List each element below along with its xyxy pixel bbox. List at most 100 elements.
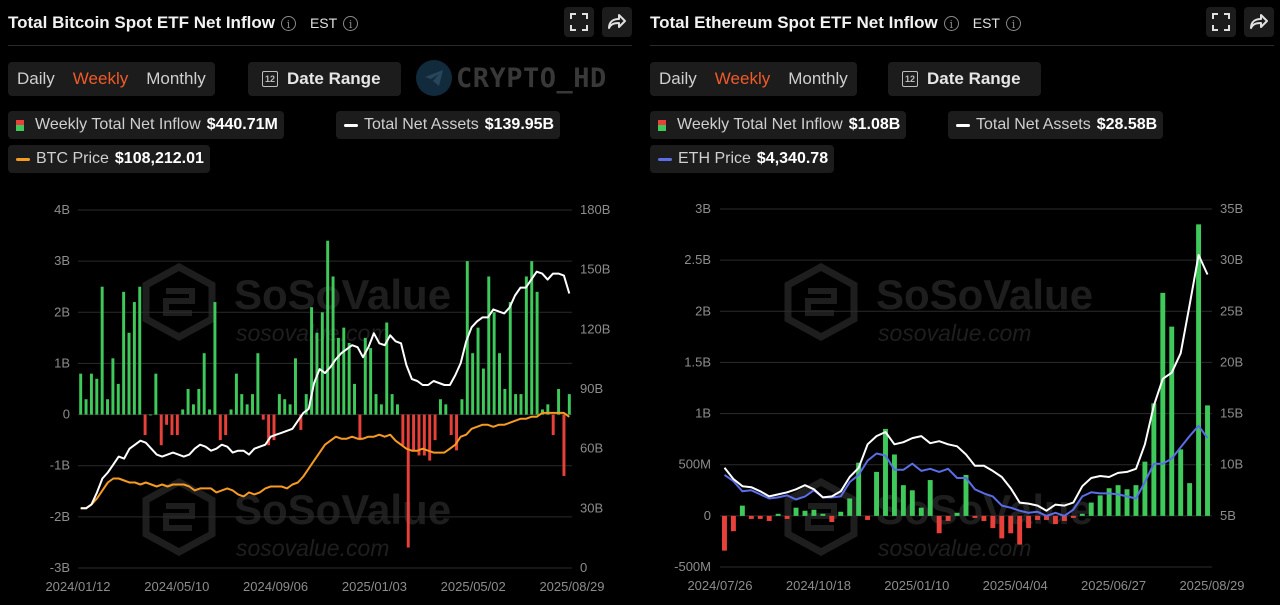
inflow-bar <box>100 286 104 415</box>
telegram-icon <box>416 60 452 96</box>
inflow-bar <box>1160 292 1166 516</box>
fullscreen-icon[interactable] <box>564 7 594 37</box>
inflow-bar <box>256 353 260 415</box>
inflow-bar <box>557 389 561 415</box>
y-right-tick-label: 20B <box>1220 354 1243 369</box>
inflow-bar <box>487 276 491 415</box>
y-right-tick-label: 15B <box>1220 406 1243 421</box>
inflow-bar <box>530 261 534 415</box>
legend-swatch <box>956 123 970 127</box>
inflow-bar <box>1088 502 1094 516</box>
eth-chart[interactable]: SoSoValuesosovalue.comSoSoValuesosovalue… <box>642 190 1274 605</box>
y-left-tick-label: 1.5B <box>684 354 711 369</box>
inflow-bar <box>802 510 808 516</box>
inflow-bar <box>444 404 448 415</box>
tab-daily[interactable]: Daily <box>659 69 697 88</box>
info-icon[interactable]: i <box>280 15 296 31</box>
inflow-bar <box>358 414 362 441</box>
inflow-bar <box>122 291 126 415</box>
y-right-tick-label: 150B <box>580 262 610 277</box>
inflow-bar <box>197 389 201 415</box>
sosovalue-logo-mark <box>805 288 837 316</box>
info-icon[interactable]: i <box>343 15 359 31</box>
legend-label: BTC Price <box>36 150 109 167</box>
inflow-bar <box>1035 515 1041 520</box>
y-left-tick-label: 0 <box>704 508 711 523</box>
inflow-bar <box>385 322 389 415</box>
watermark-text: CRYPTO_HD <box>456 62 607 94</box>
legend-btc-price[interactable]: BTC Price $108,212.01 <box>8 145 210 173</box>
inflow-bar <box>1187 483 1193 516</box>
tab-monthly[interactable]: Monthly <box>788 69 848 88</box>
legend-eth-price[interactable]: ETH Price $4,340.78 <box>650 145 835 173</box>
y-left-tick-label: 1B <box>54 355 70 370</box>
x-tick-label: 2025/01/10 <box>884 578 949 593</box>
legend-weekly-inflow[interactable]: Weekly Total Net Inflow $440.71M <box>8 111 284 139</box>
inflow-bar <box>492 312 496 415</box>
fullscreen-icon[interactable] <box>1206 7 1236 37</box>
net-assets-line <box>723 254 1209 512</box>
inflow-bar <box>1142 461 1148 516</box>
eth-timezone[interactable]: EST <box>972 15 1000 31</box>
inflow-bar <box>551 414 555 436</box>
share-icon[interactable] <box>1244 7 1274 37</box>
inflow-bar <box>1079 513 1085 516</box>
y-right-tick-label: 120B <box>580 321 610 336</box>
share-icon[interactable] <box>602 7 632 37</box>
tab-monthly[interactable]: Monthly <box>146 69 206 88</box>
inflow-bar <box>455 414 459 451</box>
inflow-bar <box>503 389 507 415</box>
x-tick-label: 2024/05/10 <box>144 579 209 594</box>
inflow-bar <box>116 383 120 415</box>
inflow-bar <box>310 307 314 415</box>
inflow-bar <box>730 515 736 532</box>
inflow-bar <box>213 302 217 415</box>
tab-weekly[interactable]: Weekly <box>72 69 129 88</box>
info-icon[interactable]: i <box>1005 15 1021 31</box>
info-icon[interactable]: i <box>943 15 959 31</box>
tab-daily[interactable]: Daily <box>17 69 55 88</box>
legend-label: Weekly Total Net Inflow <box>677 116 843 133</box>
tab-weekly[interactable]: Weekly <box>714 69 771 88</box>
inflow-bar <box>471 353 475 415</box>
inflow-bar <box>514 394 518 415</box>
inflow-bar <box>722 515 727 551</box>
y-left-tick-label: 2B <box>54 304 70 319</box>
inflow-bar <box>224 414 228 436</box>
inflow-bar <box>739 505 745 516</box>
inflow-bar <box>838 511 844 516</box>
y-left-tick-label: 0 <box>63 407 70 422</box>
inflow-bar <box>353 383 357 415</box>
legend-net-assets[interactable]: Total Net Assets $28.58B <box>948 111 1164 139</box>
inflow-bar <box>954 512 960 516</box>
inflow-bar <box>267 414 271 446</box>
inflow-bar <box>438 399 442 415</box>
legend-weekly-inflow[interactable]: Weekly Total Net Inflow $1.08B <box>650 111 907 139</box>
inflow-bar <box>191 404 195 415</box>
y-left-tick-label: 500M <box>678 457 711 472</box>
btc-timezone[interactable]: EST <box>309 15 338 31</box>
btc-date-range-button[interactable]: 12 Date Range <box>248 62 401 96</box>
y-right-tick-label: 180B <box>580 202 610 217</box>
inflow-bar <box>562 414 566 476</box>
x-tick-label: 2024/07/26 <box>687 578 752 593</box>
inflow-bar <box>927 480 933 516</box>
y-left-tick-label: 3B <box>54 253 70 268</box>
eth-date-range-button[interactable]: 12 Date Range <box>888 62 1041 96</box>
inflow-bar <box>936 515 942 534</box>
x-tick-label: 2025/01/03 <box>342 579 407 594</box>
legend-swatch <box>16 119 24 131</box>
sosovalue-logo-text: SoSoValue <box>234 271 451 318</box>
legend-net-assets[interactable]: Total Net Assets $139.95B <box>336 111 561 139</box>
inflow-bar <box>234 373 238 415</box>
inflow-bar <box>1070 515 1076 518</box>
btc-panel: Total Bitcoin Spot ETF Net Inflow i EST … <box>0 0 632 605</box>
inflow-bar <box>1026 515 1032 529</box>
inflow-bar <box>546 404 550 415</box>
y-left-tick-label: -500M <box>674 559 711 574</box>
inflow-bar <box>784 515 790 519</box>
inflow-bar <box>449 414 453 436</box>
btc-chart[interactable]: SoSoValuesosovalue.comSoSoValuesosovalue… <box>0 190 632 605</box>
sosovalue-logo-text: SoSoValue <box>876 271 1093 318</box>
header-divider <box>650 45 1274 46</box>
